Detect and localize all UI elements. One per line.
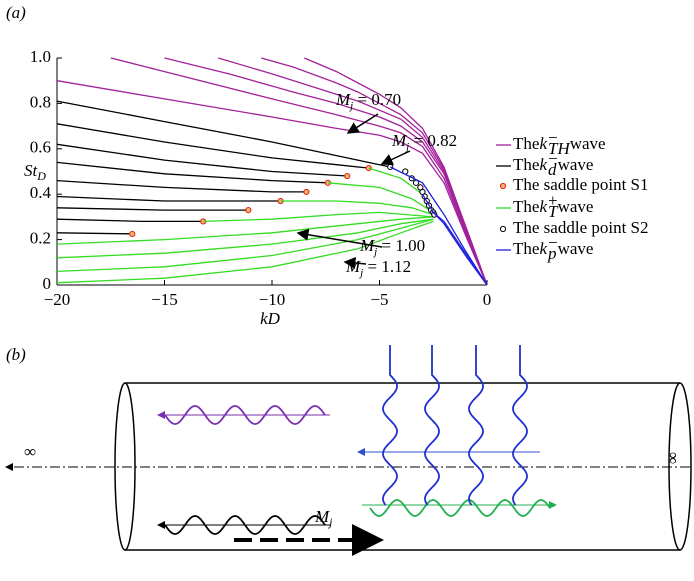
legend-label: The bbox=[513, 155, 539, 174]
y-tick-label: 0.8 bbox=[30, 92, 51, 111]
legend-label: wave bbox=[558, 155, 594, 174]
wave bbox=[383, 345, 397, 505]
infinity-right: ∞ bbox=[664, 452, 683, 464]
legend-label: k bbox=[539, 239, 547, 258]
annotation-main: M bbox=[335, 90, 351, 109]
y-tick-label: 1.0 bbox=[30, 47, 51, 66]
wave bbox=[370, 500, 550, 516]
saddle-point bbox=[304, 189, 309, 194]
x-axis-label: kD bbox=[260, 309, 281, 328]
flow-label: Mj bbox=[314, 507, 333, 529]
wave bbox=[513, 345, 527, 505]
curve bbox=[57, 101, 390, 167]
curve bbox=[57, 197, 281, 202]
curve bbox=[57, 219, 203, 221]
annotation: Mj = 0.70 bbox=[335, 90, 401, 112]
annotation-arrow bbox=[382, 151, 410, 164]
saddle-point bbox=[388, 164, 393, 169]
panel-label: (b) bbox=[6, 345, 26, 364]
y-tick-label: 0 bbox=[43, 274, 52, 293]
curve bbox=[281, 201, 434, 215]
panel-label: (a) bbox=[6, 3, 26, 22]
x-tick-label: −10 bbox=[259, 290, 286, 309]
legend-label: wave bbox=[570, 134, 606, 153]
legend-label: k bbox=[539, 134, 547, 153]
x-tick-label: −5 bbox=[370, 290, 388, 309]
legend-label: p bbox=[547, 244, 557, 263]
curve bbox=[57, 208, 248, 210]
figure: (a) kD StD (b) ∞ ∞ Mj −20−15−10−5000.20.… bbox=[0, 0, 694, 581]
annotation-main: M bbox=[345, 257, 361, 276]
curve bbox=[431, 210, 487, 285]
annotation-arrow bbox=[348, 114, 378, 133]
legend-label: k bbox=[539, 197, 547, 216]
y-tick-label: 0.2 bbox=[30, 229, 51, 248]
x-tick-label: −15 bbox=[151, 290, 178, 309]
legend-label: The saddle point S2 bbox=[513, 218, 649, 237]
annotation-value: = 0.82 bbox=[409, 131, 457, 150]
wave bbox=[425, 345, 439, 505]
annotation-main: M bbox=[391, 131, 407, 150]
saddle-point bbox=[345, 173, 350, 178]
legend-label: The bbox=[513, 197, 539, 216]
annotation-main: M bbox=[359, 236, 375, 255]
annotation: Mj = 1.00 bbox=[359, 236, 425, 258]
legend-label: wave bbox=[558, 239, 594, 258]
legend-marker bbox=[500, 226, 505, 231]
legend-label: wave bbox=[558, 197, 594, 216]
curve bbox=[57, 233, 132, 234]
wave bbox=[469, 345, 483, 505]
legend-label: The bbox=[513, 134, 539, 153]
annotation: Mj = 1.12 bbox=[345, 257, 411, 279]
x-tick-label: 0 bbox=[483, 290, 492, 309]
annotation-value: = 0.70 bbox=[353, 90, 401, 109]
saddle-point bbox=[130, 231, 135, 236]
legend-marker bbox=[500, 183, 505, 188]
annotation: Mj = 0.82 bbox=[391, 131, 457, 153]
annotation-value: = 1.00 bbox=[377, 236, 425, 255]
legend-label: k bbox=[539, 155, 547, 174]
saddle-point bbox=[246, 207, 251, 212]
y-label-sub: D bbox=[36, 169, 46, 183]
annotation-value: = 1.12 bbox=[363, 257, 411, 276]
curve bbox=[57, 181, 306, 192]
y-tick-label: 0.6 bbox=[30, 138, 51, 157]
y-tick-label: 0.4 bbox=[30, 183, 52, 202]
legend-label: The bbox=[513, 239, 539, 258]
infinity-left: ∞ bbox=[24, 442, 36, 461]
y-axis-label: StD bbox=[24, 161, 46, 183]
legend-label: The saddle point S1 bbox=[513, 175, 649, 194]
diagram: (b) ∞ ∞ Mj bbox=[6, 345, 691, 550]
